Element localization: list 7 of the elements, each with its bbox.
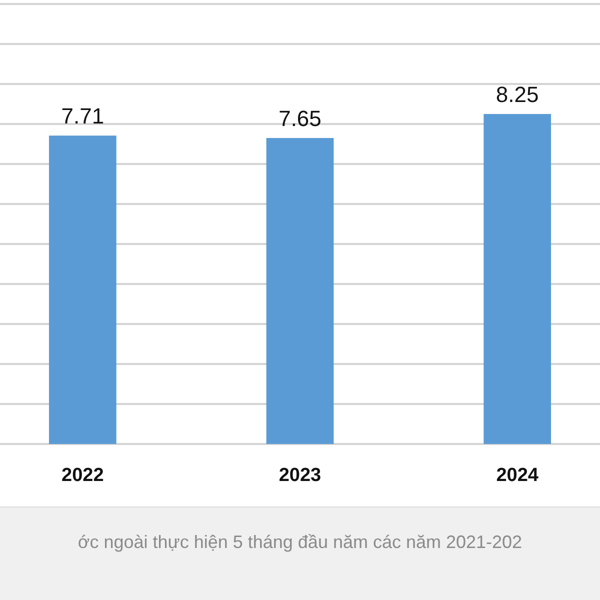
- text: ớc ngoài thực hiện 5 tháng đầu năm các năm 2021-202: [78, 532, 522, 552]
- x-tick-label: 2023: [278, 465, 322, 486]
- x-tick-label: 2024: [496, 465, 539, 486]
- data-label: 8.25: [496, 82, 539, 107]
- data-label: 7.71: [61, 104, 104, 129]
- data-label: 7.65: [278, 106, 322, 131]
- x-tick-label: 2022: [62, 465, 104, 486]
